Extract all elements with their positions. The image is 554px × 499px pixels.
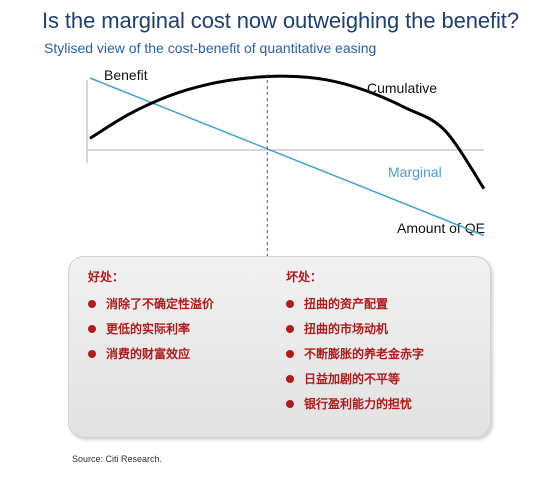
- y-axis-label: Benefit: [104, 67, 148, 83]
- list-item-label: 不断膨胀的养老金赤字: [304, 347, 425, 361]
- pros-title: 好处：: [88, 270, 125, 284]
- series-label-cumulative: Cumulative: [367, 80, 437, 96]
- list-item: 日益加剧的不平等: [286, 371, 424, 396]
- bullet-dot: [286, 350, 294, 358]
- bullet-dot: [286, 375, 294, 383]
- list-item: 消除了不确定性溢价: [88, 296, 214, 321]
- bullet-dot: [286, 400, 294, 408]
- list-item-label: 更低的实际利率: [106, 322, 191, 336]
- list-item: 扭曲的资产配置: [286, 296, 424, 321]
- list-item: 不断膨胀的养老金赤字: [286, 346, 424, 371]
- bullet-dot: [286, 325, 294, 333]
- list-item-label: 扭曲的市场动机: [304, 322, 389, 336]
- chart-subtitle: Stylised view of the cost-benefit of qua…: [44, 40, 377, 56]
- bullet-dot: [286, 300, 294, 308]
- source-note: Source: Citi Research.: [72, 454, 163, 464]
- pros-cons-panel: [68, 256, 491, 438]
- cons-title: 坏处：: [286, 270, 323, 284]
- list-item: 银行盈利能力的担忧: [286, 396, 424, 421]
- bullet-dot: [88, 325, 96, 333]
- list-item-label: 消费的财富效应: [106, 347, 191, 361]
- list-item-label: 日益加剧的不平等: [304, 372, 401, 386]
- cons-column: 坏处： 扭曲的资产配置 扭曲的市场动机 不断膨胀的养老金赤字 日益加剧的不平等 …: [286, 268, 424, 421]
- pros-column: 好处： 消除了不确定性溢价 更低的实际利率 消费的财富效应: [88, 268, 214, 371]
- list-item: 更低的实际利率: [88, 321, 214, 346]
- bullet-dot: [88, 350, 96, 358]
- list-item-label: 银行盈利能力的担忧: [304, 397, 413, 411]
- list-item-label: 消除了不确定性溢价: [106, 297, 215, 311]
- list-item: 消费的财富效应: [88, 346, 214, 371]
- bullet-dot: [88, 300, 96, 308]
- marginal-line: [89, 77, 485, 237]
- chart-title: Is the marginal cost now outweighing the…: [42, 8, 519, 33]
- cumulative-line: [89, 74, 486, 190]
- list-item-label: 扭曲的资产配置: [304, 297, 389, 311]
- x-axis-label: Amount of QE: [397, 220, 485, 236]
- series-label-marginal: Marginal: [388, 164, 442, 180]
- list-item: 扭曲的市场动机: [286, 321, 424, 346]
